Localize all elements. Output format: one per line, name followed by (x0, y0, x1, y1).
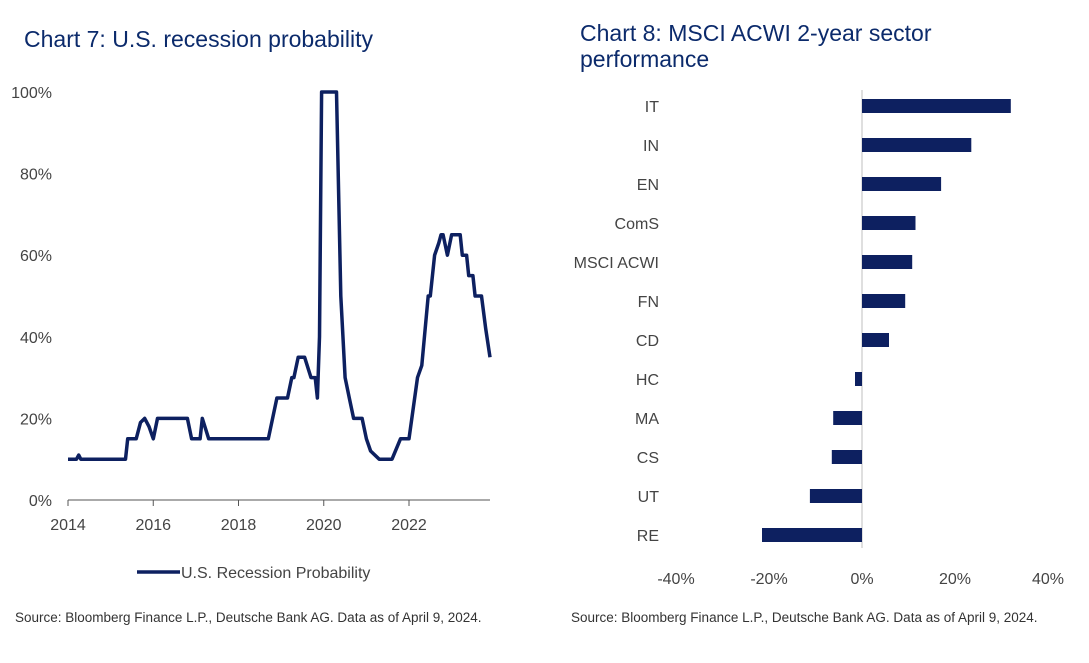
chart7-title: Chart 7: U.S. recession probability (24, 26, 373, 52)
x-tick-label: 0% (850, 571, 873, 588)
category-label: CD (636, 333, 659, 350)
category-label: EN (637, 177, 659, 194)
category-label: CS (637, 450, 659, 467)
bar-cs (831, 450, 862, 464)
x-tick-label: 2022 (391, 517, 427, 534)
category-label: IN (643, 138, 659, 155)
bar-re (762, 528, 862, 542)
x-tick-label: 2014 (50, 517, 86, 534)
x-tick-label: 2018 (221, 517, 257, 534)
bar-it (862, 99, 1011, 113)
bar-in (862, 138, 972, 152)
x-tick-label: -40% (657, 571, 694, 588)
x-tick-label: 2016 (135, 517, 171, 534)
chart7-source: Source: Bloomberg Finance L.P., Deutsche… (15, 610, 482, 625)
sector-performance-panel: Chart 8: MSCI ACWI 2-year sector perform… (545, 0, 1089, 663)
bar-hc (855, 372, 862, 386)
x-tick-label: 20% (939, 571, 971, 588)
bar-ut (809, 489, 862, 503)
y-tick-label: 60% (20, 248, 52, 265)
y-tick-label: 80% (20, 167, 52, 184)
category-label: UT (638, 489, 660, 506)
category-label: IT (645, 99, 659, 116)
bar-ma (833, 411, 862, 425)
bar-chart: IT IN EN ComS MSCI ACWI FN CD HC MA CS UT RE -40% -20… (574, 90, 1064, 588)
y-tick-label: 0% (29, 493, 52, 510)
y-tick-label: 100% (11, 85, 52, 102)
chart8-source: Source: Bloomberg Finance L.P., Deutsche… (571, 610, 1038, 625)
legend-label: U.S. Recession Probability (181, 565, 370, 582)
category-label: FN (638, 294, 659, 311)
recession-probability-line (68, 90, 492, 461)
recession-probability-panel: Chart 7: U.S. recession probability 0% 20… (11, 26, 492, 625)
bar-cd (862, 333, 889, 347)
chart8-title: Chart 8: MSCI ACWI 2-year sector perform… (580, 20, 932, 72)
category-label: MSCI ACWI (574, 255, 659, 272)
bar-coms (862, 216, 916, 230)
bar-en (862, 177, 942, 191)
y-tick-label: 20% (20, 411, 52, 428)
category-label: ComS (615, 216, 659, 233)
bar-msci-acwi (862, 255, 913, 269)
x-tick-label: 40% (1032, 571, 1064, 588)
bar-fn (862, 294, 906, 308)
category-label: RE (637, 528, 659, 545)
x-tick-label: 2020 (306, 517, 342, 534)
x-tick-label: -20% (750, 571, 787, 588)
category-label: MA (635, 411, 659, 428)
line-chart: 0% 20% 40% 60% 80% 100% 2014 2016 2018 2020 2022 U.… (11, 85, 492, 582)
y-tick-label: 40% (20, 330, 52, 347)
category-label: HC (636, 372, 659, 389)
